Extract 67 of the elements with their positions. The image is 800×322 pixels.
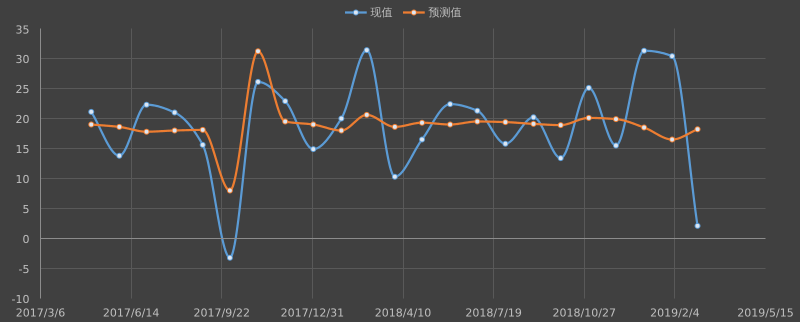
point [172,110,178,116]
y-tick-label: 15 [16,143,30,156]
point [502,119,508,126]
point [502,140,508,147]
point [200,126,206,133]
point [612,116,619,122]
point [694,126,701,132]
point [116,152,122,159]
point [392,174,398,180]
point [172,128,178,134]
point [310,122,316,128]
x-tick-label: 2018/10/27 [552,306,616,320]
point [255,78,261,85]
legend-label: 预测值 [428,6,462,19]
point [282,98,288,104]
point [200,142,206,148]
point [586,114,592,121]
point [392,124,398,130]
y-tick-label: 0 [22,233,30,246]
x-tick-label: 2019/2/4 [650,306,700,320]
point [255,48,261,54]
y-tick-label: -10 [12,293,30,306]
y-tick-label: 30 [16,53,30,66]
point [310,146,316,152]
point [447,101,454,108]
point [338,128,344,134]
point [447,122,454,128]
y-tick-label: 10 [16,173,30,186]
point [641,124,648,130]
point [419,120,426,126]
x-tick-label: 2018/7/19 [465,306,522,320]
point [144,128,150,135]
point [364,47,370,54]
point [144,102,150,108]
point [88,122,94,128]
y-tick-label: 5 [22,203,30,216]
x-tick-label: 2017/9/22 [194,306,250,320]
point [558,155,564,162]
x-tick-label: 2017/12/31 [280,306,344,320]
point [338,116,344,122]
x-tick-label: 2017/6/14 [102,306,160,320]
y-tick-label: -5 [18,263,30,276]
point [474,108,480,114]
point [226,254,233,261]
point [669,136,676,142]
x-tick-label: 2019/5/15 [737,306,794,320]
point [419,136,426,142]
point [530,114,536,120]
y-tick-label: 35 [16,24,30,36]
y-tick-label: 25 [16,83,30,96]
point [586,84,592,91]
point [116,124,122,130]
point [530,120,536,127]
point [669,53,676,60]
point [364,112,370,118]
point [88,108,94,115]
x-tick-label: 2017/3/6 [16,306,66,320]
point [641,48,648,54]
x-tick-label: 2018/4/10 [374,306,432,320]
point [612,142,619,148]
point [226,188,233,194]
legend-label: 现值 [370,6,392,19]
point [474,118,480,124]
point [694,222,701,229]
point [558,122,564,128]
y-tick-label: 20 [16,113,30,126]
point [282,118,288,124]
